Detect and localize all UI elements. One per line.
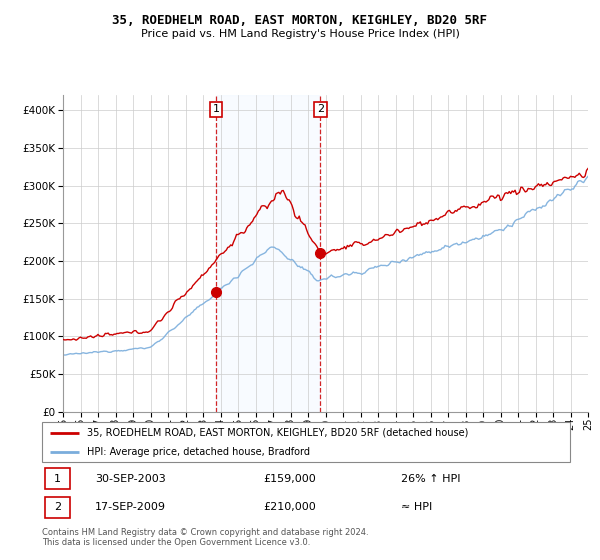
Text: 17-SEP-2009: 17-SEP-2009 [95,502,166,512]
Text: 1: 1 [212,104,220,114]
Text: Contains HM Land Registry data © Crown copyright and database right 2024.
This d: Contains HM Land Registry data © Crown c… [42,528,368,547]
Text: 2: 2 [54,502,61,512]
Text: 2: 2 [317,104,324,114]
Bar [216,95,320,412]
Text: £159,000: £159,000 [264,474,317,484]
Text: HPI: Average price, detached house, Bradford: HPI: Average price, detached house, Brad… [87,446,310,456]
Text: 26% ↑ HPI: 26% ↑ HPI [401,474,461,484]
Text: 35, ROEDHELM ROAD, EAST MORTON, KEIGHLEY, BD20 5RF: 35, ROEDHELM ROAD, EAST MORTON, KEIGHLEY… [113,14,487,27]
FancyBboxPatch shape [44,468,70,489]
FancyBboxPatch shape [44,497,70,517]
FancyBboxPatch shape [42,422,570,462]
Text: 30-SEP-2003: 30-SEP-2003 [95,474,166,484]
Text: Price paid vs. HM Land Registry's House Price Index (HPI): Price paid vs. HM Land Registry's House … [140,29,460,39]
Text: ≈ HPI: ≈ HPI [401,502,432,512]
Text: 1: 1 [54,474,61,484]
Text: £210,000: £210,000 [264,502,317,512]
Text: 35, ROEDHELM ROAD, EAST MORTON, KEIGHLEY, BD20 5RF (detached house): 35, ROEDHELM ROAD, EAST MORTON, KEIGHLEY… [87,428,468,438]
